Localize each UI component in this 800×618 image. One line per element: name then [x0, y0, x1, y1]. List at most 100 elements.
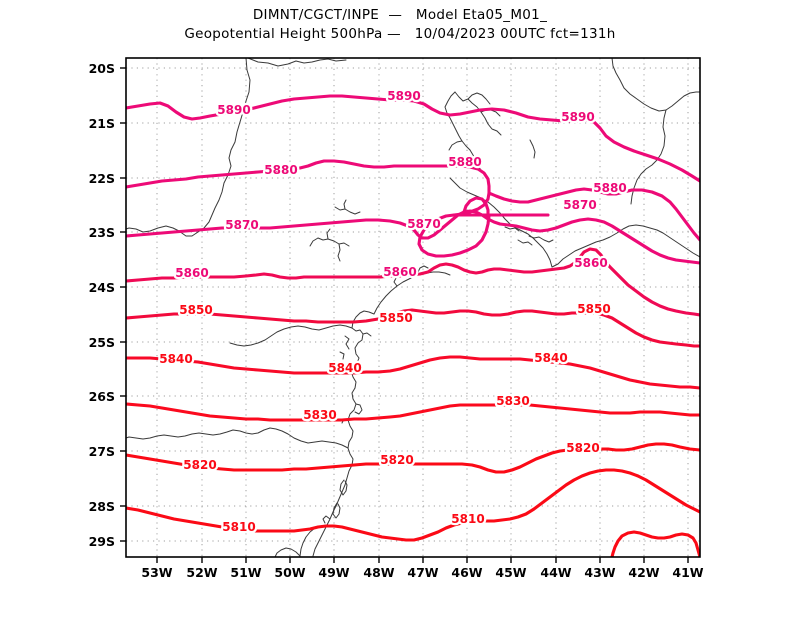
y-tick-label: 21S	[89, 116, 115, 131]
state-border-mg-es	[611, 58, 700, 112]
contour-label-halo: 5880	[448, 155, 481, 169]
contour-label-halo: 5810	[222, 520, 255, 534]
x-tick-label: 49W	[318, 565, 349, 580]
contour-5880	[126, 159, 700, 258]
contour-label-text: 5850	[379, 311, 412, 325]
state-border-sp-rj	[521, 230, 553, 268]
contour-label-text: 5810	[222, 520, 255, 534]
contour-5890	[126, 94, 700, 183]
contour-5810	[126, 468, 700, 542]
x-axis-labels: 53W 52W 51W 50W 49W 48W 47W 46W 45W 44W …	[141, 565, 703, 580]
contour-label-text: 5870	[563, 198, 596, 212]
coastline-pr	[350, 327, 364, 389]
contour-label-text: 5820	[566, 441, 599, 455]
contour-label-text: 5890	[561, 110, 594, 124]
x-tick-label: 42W	[628, 565, 659, 580]
contour-label-halo: 5860	[175, 266, 208, 280]
river-feature-2	[444, 91, 471, 151]
contour-5830	[126, 402, 700, 422]
y-tick-label: 26S	[89, 389, 115, 404]
contour-5820	[126, 442, 700, 474]
coastline-rs-lagoa	[339, 479, 348, 496]
river-feature-7	[529, 139, 536, 159]
contour-label-halo: 5860	[383, 265, 416, 279]
x-tick-label: 46W	[451, 565, 482, 580]
contour-5870	[126, 196, 700, 265]
coastline-rj-es	[551, 224, 700, 268]
contour-label-halo: 5850	[577, 302, 610, 316]
river-feature-13	[309, 237, 319, 247]
contour-label-text: 5870	[225, 218, 258, 232]
contour-label-text: 5830	[496, 394, 529, 408]
contour-label-text: 5860	[175, 266, 208, 280]
x-tick-label: 51W	[230, 565, 261, 580]
contour-label-halo: 5820	[566, 441, 599, 455]
contour-label-text: 5840	[159, 352, 192, 366]
coastline-rj-detail	[517, 239, 533, 246]
contour-label-halo: 5830	[496, 394, 529, 408]
contour-label-text: 5840	[328, 361, 361, 375]
coastline-sp	[373, 271, 451, 315]
coastline-rj-island	[504, 226, 520, 232]
contour-label-halo: 5820	[380, 453, 413, 467]
contour-5850	[126, 308, 700, 348]
x-tick-label: 53W	[141, 565, 172, 580]
x-tick-label: 47W	[407, 565, 438, 580]
contour-label-halo: 5810	[451, 512, 484, 526]
river-feature-9	[343, 199, 347, 210]
river-feature-12	[337, 243, 341, 262]
river-feature-8	[334, 206, 361, 215]
y-tick-label: 29S	[89, 534, 115, 549]
contour-label-text: 5880	[264, 163, 297, 177]
contour-label-halo: 5840	[159, 352, 192, 366]
contour-label-halo: 5850	[379, 311, 412, 325]
y-tick-label: 27S	[89, 444, 115, 459]
plot-background	[126, 58, 700, 557]
contour-label-layer: 5890589058905890589058905880588058805880…	[157, 87, 629, 537]
contour-label-halo: 5860	[574, 256, 607, 270]
coastline-rs-lagoa2	[332, 502, 341, 519]
contour-label-halo: 5870	[563, 198, 596, 212]
contour-label-halo: 5840	[534, 351, 567, 365]
contour-5840	[126, 355, 700, 390]
state-border-sw	[126, 225, 199, 237]
contour-label-text: 5890	[387, 89, 420, 103]
contour-5860	[126, 247, 700, 317]
coastline-pr-inner	[344, 335, 350, 350]
coastline-sc-florianopolis	[354, 403, 363, 415]
coastline-pr-bay	[362, 332, 372, 337]
state-border-pr-sc	[290, 324, 353, 331]
contour-label-text: 5860	[383, 265, 416, 279]
border-rs-uruguay	[274, 547, 301, 557]
state-border-es-north	[630, 109, 667, 205]
contour-label-halo: 5880	[264, 163, 297, 177]
contour-label-text: 5880	[593, 181, 626, 195]
contour-label-halo: 5830	[303, 408, 336, 422]
plot-frame	[125, 57, 701, 558]
y-tick-label: 24S	[89, 280, 115, 295]
coastline-rs-porto	[322, 515, 331, 524]
y-tick-label: 25S	[89, 335, 115, 350]
river-feature-4	[467, 92, 491, 105]
contour-label-halo: 5880	[593, 181, 626, 195]
state-border-pr-sc-w	[229, 326, 292, 347]
coastline-sp-santos	[393, 277, 398, 287]
contour-label-text: 5870	[407, 217, 440, 231]
contour-label-halo: 5890	[387, 89, 420, 103]
contour-label-text: 5820	[380, 453, 413, 467]
